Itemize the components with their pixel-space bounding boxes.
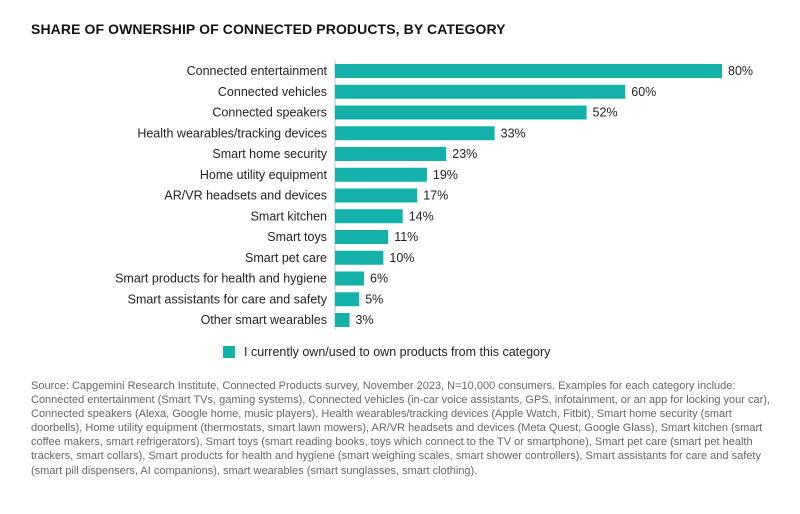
value-label: 17%: [423, 189, 448, 203]
category-label: Smart kitchen: [251, 209, 327, 223]
bar: [335, 313, 350, 327]
value-label: 60%: [631, 85, 656, 99]
value-label: 6%: [370, 272, 388, 286]
chart-title: SHARE OF OWNERSHIP OF CONNECTED PRODUCTS…: [31, 21, 506, 37]
value-label: 3%: [356, 313, 374, 327]
bar: [335, 209, 403, 224]
value-label: 80%: [728, 64, 753, 78]
category-label: Home utility equipment: [200, 168, 328, 182]
category-label: Other smart wearables: [201, 313, 327, 327]
source-note: Source: Capgemini Research Institute, Co…: [31, 380, 770, 477]
legend: I currently own/used to own products fro…: [223, 345, 550, 359]
category-label: Connected speakers: [212, 106, 327, 120]
value-label: 10%: [389, 251, 414, 265]
value-label: 23%: [452, 147, 477, 161]
bar: [335, 105, 587, 120]
bars-group: Connected entertainment 80% Connected vehi…: [115, 64, 753, 327]
category-label: AR/VR headsets and devices: [164, 189, 327, 203]
category-label: Smart products for health and hygiene: [115, 272, 327, 286]
bar: [335, 188, 418, 203]
category-label: Health wearables/tracking devices: [137, 126, 327, 140]
bar: [335, 292, 360, 307]
bar: [335, 250, 384, 265]
bar: [335, 167, 427, 182]
category-label: Smart toys: [267, 230, 327, 244]
category-label: Smart home security: [212, 147, 327, 161]
legend-swatch: [223, 346, 235, 358]
bar: [335, 84, 626, 99]
bar: [335, 126, 495, 141]
value-label: 11%: [394, 230, 418, 244]
value-label: 19%: [433, 168, 458, 182]
category-label: Smart pet care: [245, 251, 327, 265]
value-label: 33%: [501, 126, 526, 140]
bar-chart: Connected entertainment 80% Connected vehi…: [115, 60, 753, 330]
value-label: 52%: [593, 106, 618, 120]
category-label: Connected vehicles: [218, 85, 327, 99]
category-label: Smart assistants for care and safety: [128, 292, 328, 306]
bar: [335, 271, 365, 286]
category-label: Connected entertainment: [187, 64, 328, 78]
bar: [335, 230, 389, 244]
value-label: 14%: [409, 209, 434, 223]
bar: [335, 147, 447, 161]
bar: [335, 64, 722, 78]
legend-label: I currently own/used to own products fro…: [244, 345, 551, 359]
value-label: 5%: [365, 292, 383, 306]
